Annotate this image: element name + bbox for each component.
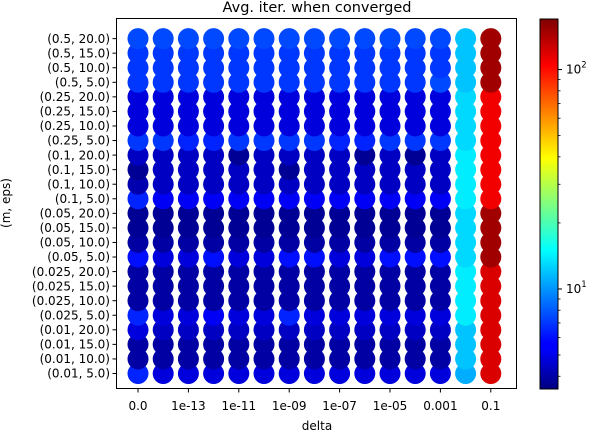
- y-tick-label: (0.05, 10.0): [40, 236, 110, 250]
- scatter-point: [279, 28, 300, 49]
- scatter-point: [228, 28, 249, 49]
- x-axis-ticks: 0.0 1e-13 1e-11 1e-09 1e-07 1e-05 0.001 0.1: [128, 389, 500, 414]
- x-tick-label: 1e-13: [171, 399, 206, 413]
- scatter-point: [128, 28, 149, 49]
- x-tick-label: 1e-09: [272, 399, 307, 413]
- y-tick-label: (0.5, 20.0): [47, 32, 110, 46]
- y-tick-label: (0.05, 15.0): [40, 221, 110, 235]
- scatter-point: [178, 28, 199, 49]
- y-tick-label: (0.025, 10.0): [32, 294, 110, 308]
- scatter-point: [354, 28, 375, 49]
- chart-title: Avg. iter. when converged: [223, 0, 412, 16]
- y-tick-label: (0.01, 15.0): [40, 338, 110, 352]
- x-tick-label: 1e-07: [322, 399, 357, 413]
- x-tick-label: 0.0: [128, 399, 147, 413]
- y-tick-label: (0.25, 15.0): [40, 105, 110, 119]
- y-axis-ticks: (0.01, 5.0)(0.01, 10.0)(0.01, 15.0)(0.01…: [32, 32, 117, 381]
- y-tick-label: (0.01, 20.0): [40, 323, 110, 337]
- y-tick-label: (0.1, 15.0): [47, 163, 110, 177]
- scatter-point: [329, 28, 350, 49]
- y-tick-label: (0.5, 15.0): [47, 46, 110, 60]
- y-tick-label: (0.1, 5.0): [55, 192, 110, 206]
- scatter-point: [203, 28, 224, 49]
- colorbar: 101 102: [540, 19, 587, 389]
- y-tick-label: (0.25, 5.0): [47, 134, 110, 148]
- y-tick-label: (0.1, 20.0): [47, 148, 110, 162]
- y-tick-label: (0.025, 20.0): [32, 265, 110, 279]
- y-tick-label: (0.05, 5.0): [47, 250, 110, 264]
- colorbar-tick-label: 101: [566, 280, 587, 296]
- y-tick-label: (0.025, 5.0): [40, 308, 110, 322]
- scatter-point: [254, 28, 275, 49]
- y-tick-label: (0.05, 20.0): [40, 207, 110, 221]
- colorbar-gradient: [540, 19, 558, 389]
- y-axis-label: (m, eps): [0, 178, 13, 228]
- y-tick-label: (0.5, 10.0): [47, 61, 110, 75]
- scatter-point: [430, 28, 451, 49]
- x-tick-label: 0.001: [423, 399, 457, 413]
- scatter-point: [480, 28, 501, 49]
- colorbar-tick-label: 102: [566, 61, 587, 77]
- x-tick-label: 1e-11: [221, 399, 256, 413]
- y-tick-label: (0.5, 5.0): [55, 76, 110, 90]
- y-tick-label: (0.25, 20.0): [40, 90, 110, 104]
- y-tick-label: (0.1, 10.0): [47, 177, 110, 191]
- x-axis-label: delta: [302, 419, 332, 433]
- scatter-point: [304, 28, 325, 49]
- y-tick-label: (0.01, 10.0): [40, 352, 110, 366]
- scatter-point: [455, 28, 476, 49]
- y-tick-label: (0.01, 5.0): [47, 367, 110, 381]
- scatter-markers: [128, 28, 502, 384]
- y-tick-label: (0.25, 10.0): [40, 119, 110, 133]
- scatter-point: [405, 28, 426, 49]
- y-tick-label: (0.025, 15.0): [32, 279, 110, 293]
- x-tick-label: 1e-05: [373, 399, 408, 413]
- scatter-point: [153, 28, 174, 49]
- colorbar-ticks: 101 102: [558, 61, 587, 377]
- scatter-point: [380, 28, 401, 49]
- x-tick-label: 0.1: [481, 399, 500, 413]
